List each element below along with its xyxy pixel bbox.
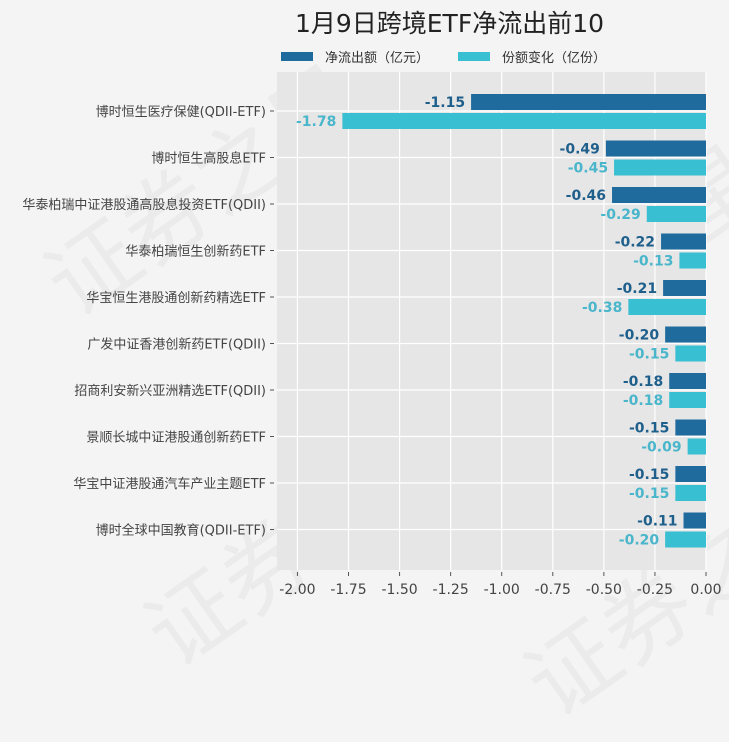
data-label-net-outflow: -0.49 (560, 142, 600, 158)
data-label-net-outflow: -0.21 (617, 281, 657, 297)
bar-share-change (342, 113, 706, 129)
data-label-share-change: -1.78 (296, 114, 336, 130)
data-label-net-outflow: -0.22 (615, 235, 655, 251)
bar-share-change (669, 392, 706, 408)
category-label: 博时全球中国教育(QDII-ETF) (96, 523, 266, 539)
category-label: 华泰柏瑞中证港股通高股息投资ETF(QDII) (22, 197, 266, 213)
category-label: 华宝中证港股通汽车产业主题ETF (73, 476, 266, 492)
bar-share-change (614, 159, 706, 176)
bar-chart: -2.00 -1.75 -1.50 -1.25 -1.00 -0.75 -0.50 -0.25… (22, 72, 722, 598)
bar-share-change (646, 206, 706, 222)
legend-swatch-net-outflow (281, 52, 313, 61)
bar-net-outflow (612, 187, 706, 203)
bar-net-outflow (675, 419, 706, 436)
category-label: 华宝恒生港股通创新药精选ETF (86, 290, 266, 306)
legend-label-share-change: 份额变化（亿份） (502, 51, 607, 66)
bar-net-outflow (675, 466, 706, 482)
x-tick-label: -0.50 (586, 582, 622, 598)
category-label: 博时恒生医疗保健(QDII-ETF) (96, 105, 266, 120)
x-tick-label: 0.00 (690, 582, 721, 598)
bar-share-change (687, 438, 706, 455)
data-label-share-change: -0.29 (600, 207, 640, 223)
x-tick-label: -1.00 (484, 582, 520, 598)
data-label-net-outflow: -0.18 (623, 374, 663, 390)
legend-item-net-outflow: 净流出额（亿元） (281, 47, 429, 66)
legend-label-net-outflow: 净流出额（亿元） (325, 51, 430, 66)
data-label-net-outflow: -0.15 (629, 421, 669, 437)
bar-share-change (665, 531, 706, 548)
bar-net-outflow (471, 94, 706, 110)
category-label: 华泰柏瑞恒生创新药ETF (125, 244, 266, 260)
bar-share-change (628, 299, 706, 315)
data-label-share-change: -0.15 (629, 347, 669, 363)
data-label-net-outflow: -1.15 (425, 95, 465, 111)
bar-share-change (679, 252, 706, 269)
bar-net-outflow (663, 280, 706, 296)
data-label-net-outflow: -0.11 (637, 514, 677, 530)
bar-net-outflow (665, 326, 706, 343)
data-label-net-outflow: -0.20 (619, 328, 660, 344)
bar-net-outflow (605, 140, 706, 157)
legend-item-share-change: 份额变化（亿份） (458, 47, 606, 66)
x-tick-label: -1.25 (433, 582, 469, 598)
data-label-net-outflow: -0.46 (566, 188, 606, 204)
x-tick-label: -1.75 (330, 582, 366, 598)
data-label-share-change: -0.20 (619, 533, 660, 549)
chart-title: 1月9日跨境ETF净流出前10 (294, 9, 605, 38)
data-label-net-outflow: -0.15 (629, 467, 669, 483)
bar-net-outflow (661, 233, 706, 250)
data-label-share-change: -0.18 (623, 393, 663, 409)
data-label-share-change: -0.45 (568, 161, 608, 177)
bar-net-outflow (669, 373, 706, 389)
category-label: 景顺长城中证港股通创新药ETF (86, 430, 266, 446)
data-label-share-change: -0.15 (629, 486, 669, 502)
bar-share-change (675, 345, 706, 362)
x-tick-label: -0.25 (637, 582, 673, 598)
data-label-share-change: -0.13 (633, 254, 673, 270)
category-label: 广发中证香港创新药ETF(QDII) (87, 337, 266, 353)
data-label-share-change: -0.38 (582, 300, 622, 316)
category-label: 博时恒生高股息ETF (151, 151, 266, 167)
legend-swatch-share-change (458, 52, 490, 61)
bar-net-outflow (683, 512, 706, 529)
x-tick-label: -2.00 (279, 582, 315, 598)
bar-share-change (675, 485, 706, 501)
category-label: 招商利安新兴亚洲精选ETF(QDII) (74, 383, 266, 399)
x-tick-label: -0.75 (535, 582, 571, 598)
x-tick-label: -1.50 (381, 582, 417, 598)
data-label-share-change: -0.09 (641, 440, 681, 456)
